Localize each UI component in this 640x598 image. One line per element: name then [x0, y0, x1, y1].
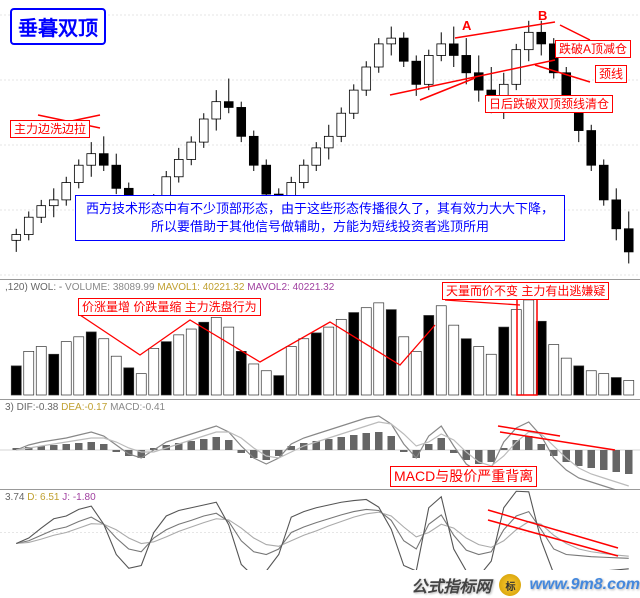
anno-vol-top: 天量而价不变 主力有出逃嫌疑 — [442, 282, 609, 300]
label-b: B — [538, 8, 547, 23]
wm-text2: www.9m8.com — [529, 576, 640, 594]
kdj-k: 3.74 — [5, 492, 24, 503]
anno-break-neck: 日后跌破双顶颈线清仓 — [485, 95, 613, 113]
macd-svg — [0, 400, 640, 490]
kdj-panel: 3.74 D: 6.51 J: -1.80 — [0, 490, 640, 570]
chart-title: 垂暮双顶 — [10, 8, 106, 45]
macd-dif: 3) DIF:-0.38 — [5, 402, 58, 413]
wm-text1: 公式指标网 — [411, 573, 491, 597]
watermark: 公式指标网 标 www.9m8.com — [411, 572, 640, 598]
vol-mavol1: MAVOL1: 40221.32 — [157, 282, 244, 293]
volume-panel: ,120) WOL: - VOLUME: 38089.99 MAVOL1: 40… — [0, 280, 640, 400]
anno-macd-div: MACD与股价严重背离 — [390, 466, 537, 487]
kdj-j: J: -1.80 — [62, 492, 95, 503]
vol-mavol2: MAVOL2: 40221.32 — [247, 282, 334, 293]
vol-prefix: ,120) WOL: - — [5, 282, 62, 293]
wm-logo-icon: 标 — [499, 574, 521, 596]
anno-break-a: 跌破A顶减仓 — [555, 40, 631, 58]
explain-box: 西方技术形态中有不少顶部形态，由于这些形态传播很久了，其有效力大大下降，所以要借… — [75, 195, 565, 241]
anno-vol-behavior: 价涨量增 价跌量缩 主力洗盘行为 — [78, 298, 261, 316]
kdj-d: D: 6.51 — [27, 492, 59, 503]
anno-wash: 主力边洗边拉 — [10, 120, 90, 138]
macd-macd: MACD:-0.41 — [110, 402, 165, 413]
candle-panel: 垂暮双顶 主力边洗边拉 跌破A顶减仓 颈线 日后跌破双顶颈线清仓 A B 西方技… — [0, 0, 640, 280]
macd-dea: DEA:-0.17 — [61, 402, 107, 413]
macd-panel: 3) DIF:-0.38 DEA:-0.17 MACD:-0.41 MACD与股… — [0, 400, 640, 490]
label-a: A — [462, 18, 471, 33]
vol-volume: VOLUME: 38089.99 — [65, 282, 155, 293]
anno-neckline: 颈线 — [595, 65, 627, 83]
kdj-svg — [0, 490, 640, 570]
